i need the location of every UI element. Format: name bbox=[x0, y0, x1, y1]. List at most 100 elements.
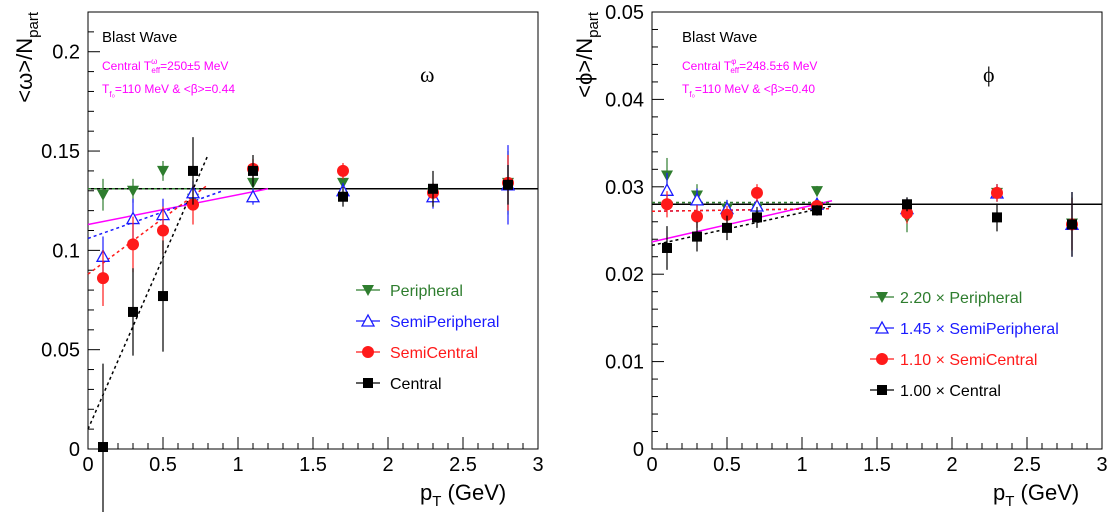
y-axis-label: <ϕ>/Npart bbox=[572, 11, 602, 98]
x-axis-label: pT (GeV) bbox=[993, 480, 1079, 510]
legend-marker bbox=[362, 285, 374, 296]
y-axis-label: <ω>/Npart bbox=[12, 11, 42, 103]
y-tick-label: 0.01 bbox=[605, 352, 644, 374]
y-tick-label: 0.03 bbox=[605, 177, 644, 199]
fit-line-central bbox=[651, 205, 833, 247]
annotation-title: Blast Wave bbox=[102, 29, 177, 46]
data-point bbox=[98, 442, 108, 453]
x-tick-label: 1 bbox=[232, 454, 243, 476]
x-axis-label: pT (GeV) bbox=[420, 480, 506, 510]
data-point bbox=[97, 272, 109, 285]
legend-marker bbox=[876, 353, 888, 365]
data-point bbox=[158, 291, 168, 302]
data-point bbox=[992, 212, 1002, 223]
x-tick-label: 2 bbox=[382, 454, 393, 476]
x-tick-label: 1.5 bbox=[299, 454, 327, 476]
legend-entry-central: Central bbox=[390, 376, 442, 393]
data-point bbox=[245, 189, 261, 203]
data-point bbox=[428, 183, 438, 194]
annotation-title: Blast Wave bbox=[682, 29, 757, 46]
x-tick-label: 3 bbox=[532, 454, 543, 476]
blast-wave-curve bbox=[651, 200, 833, 243]
legend-marker bbox=[362, 346, 374, 358]
legend-marker bbox=[877, 385, 887, 395]
y-tick-label: 0.05 bbox=[41, 340, 80, 362]
particle-label: ω bbox=[420, 62, 434, 87]
x-tick-label: 0.5 bbox=[149, 454, 177, 476]
chart-panel-left: 0 0.5 1 1.5 2 2.5 3 0 0.05 0.1 0.15 0.2 <ω>/Npart pT … bbox=[12, 11, 544, 512]
data-point bbox=[902, 199, 912, 210]
x-tick-label: 0 bbox=[646, 454, 657, 476]
fit-line-central bbox=[87, 154, 209, 430]
annotation-teff: Central Tφ eff=248.5±6 MeV bbox=[682, 57, 817, 75]
chart-panel-right: 0 0.5 1 1.5 2 2.5 3 0 0.01 0.02 0.03 0.04 0.05<ϕ>/Np… bbox=[572, 2, 1108, 510]
data-point bbox=[248, 165, 258, 176]
data-point bbox=[661, 198, 673, 211]
data-point bbox=[127, 238, 139, 251]
y-tick-label: 0.04 bbox=[605, 89, 644, 111]
data-point bbox=[901, 207, 913, 220]
data-point bbox=[338, 191, 348, 202]
particle-label: ϕ bbox=[983, 62, 995, 87]
legend-entry-semicentral: SemiCentral bbox=[390, 345, 478, 362]
y-tick-label: 0.02 bbox=[605, 264, 644, 286]
plot-frame bbox=[651, 11, 1103, 450]
plot-frame bbox=[87, 11, 539, 450]
legend: 2.20 × Peripheral 1.45 × SemiPeripheral 1.… bbox=[870, 290, 1059, 400]
blast-wave-curve bbox=[87, 188, 269, 226]
data-point bbox=[157, 165, 169, 177]
y-tick-label: 0.2 bbox=[52, 42, 80, 64]
data-point bbox=[722, 222, 732, 233]
legend-entry-central: 1.00 × Central bbox=[900, 383, 1001, 400]
legend: Peripheral SemiPeripheral SemiCentral Centr… bbox=[356, 283, 499, 393]
y-tick-label: 0 bbox=[69, 439, 80, 461]
x-tick-label: 0 bbox=[82, 454, 93, 476]
legend-entry-semicentral: 1.10 × SemiCentral bbox=[900, 352, 1037, 369]
annotation-tf-beta: Tf₀=110 MeV & <β>=0.40 bbox=[682, 82, 815, 99]
legend-entry-peripheral: 2.20 × Peripheral bbox=[900, 290, 1022, 307]
data-point bbox=[157, 224, 169, 237]
x-tick-label: 2.5 bbox=[1013, 454, 1041, 476]
y-tick-label: 0 bbox=[633, 439, 644, 461]
series-central bbox=[662, 192, 1077, 270]
x-tick-label: 0.5 bbox=[713, 454, 741, 476]
data-point bbox=[812, 205, 822, 216]
data-point bbox=[691, 210, 703, 223]
annotation-teff: Central Tω eff=250±5 MeV bbox=[102, 57, 228, 75]
data-point bbox=[811, 186, 823, 198]
data-point bbox=[97, 189, 109, 201]
legend-entry-semiperipheral: SemiPeripheral bbox=[390, 314, 499, 331]
legend-entry-peripheral: Peripheral bbox=[390, 283, 463, 300]
legend-marker bbox=[876, 292, 888, 303]
x-tick-label: 2 bbox=[946, 454, 957, 476]
data-point bbox=[662, 242, 672, 253]
data-point bbox=[752, 212, 762, 223]
data-point bbox=[1067, 219, 1077, 230]
x-tick-label: 1.5 bbox=[863, 454, 891, 476]
data-point bbox=[127, 185, 139, 197]
x-tick-label: 2.5 bbox=[449, 454, 477, 476]
data-point bbox=[721, 208, 733, 221]
x-tick-label: 3 bbox=[1096, 454, 1107, 476]
data-point bbox=[188, 165, 198, 176]
data-point bbox=[991, 186, 1003, 199]
series-peripheral bbox=[97, 151, 514, 215]
legend-marker bbox=[363, 378, 373, 388]
y-tick-label: 0.05 bbox=[605, 2, 644, 24]
annotation-tf-beta: Tf₀=110 MeV & <β>=0.44 bbox=[102, 82, 235, 99]
data-point bbox=[692, 231, 702, 242]
data-point bbox=[128, 306, 138, 317]
legend-marker bbox=[874, 320, 890, 334]
data-point bbox=[503, 179, 513, 190]
x-tick-label: 1 bbox=[796, 454, 807, 476]
y-tick-label: 0.15 bbox=[41, 141, 80, 163]
data-point bbox=[751, 186, 763, 199]
series-central bbox=[98, 137, 513, 512]
data-point bbox=[689, 192, 705, 206]
y-tick-label: 0.1 bbox=[52, 240, 80, 262]
legend-entry-semiperipheral: 1.45 × SemiPeripheral bbox=[900, 321, 1059, 338]
legend-marker bbox=[360, 313, 376, 327]
series-semicentral bbox=[661, 184, 1078, 251]
data-point bbox=[337, 164, 349, 177]
